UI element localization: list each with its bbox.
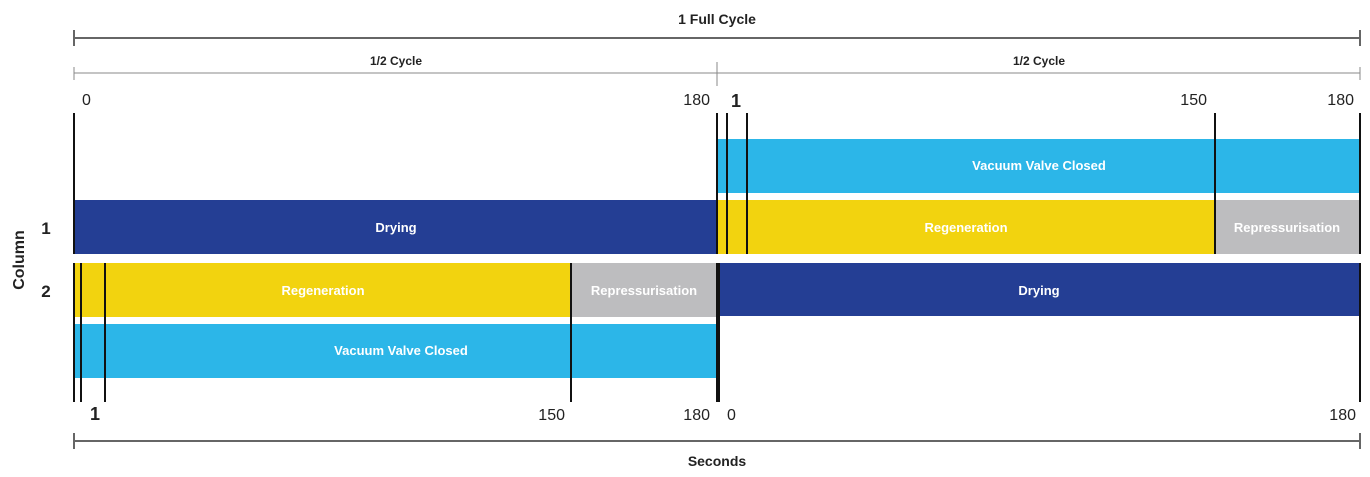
regeneration-bar-bottom	[74, 263, 571, 317]
top-tick-1: 1	[731, 91, 741, 111]
row1-marker-lines	[716, 113, 1361, 254]
regeneration-bar-top	[718, 200, 1215, 254]
top-tick-150: 150	[1180, 92, 1207, 109]
drying-bar-top	[74, 200, 718, 254]
bottom-tick-0: 0	[727, 407, 736, 424]
half-cycle-right-label: 1/2 Cycle	[1013, 54, 1065, 68]
drying-label-top: Drying	[375, 220, 416, 235]
repressurisation-bar-top	[1215, 200, 1360, 254]
full-cycle-label: 1 Full Cycle	[678, 11, 756, 27]
seconds-bracket	[73, 433, 1361, 449]
row-label-2: 2	[41, 282, 50, 301]
top-tick-180-right: 180	[1327, 92, 1354, 109]
row2-marker-lines	[73, 263, 718, 402]
repressurisation-label-bottom: Repressurisation	[591, 283, 697, 298]
regeneration-label-top: Regeneration	[924, 220, 1007, 235]
top-tick-180-left: 180	[683, 92, 710, 109]
half-cycle-bracket-left	[73, 62, 718, 86]
vacuum-valve-closed-bar-bottom	[74, 324, 717, 378]
row-label-1: 1	[41, 219, 50, 238]
bottom-tick-1: 1	[90, 404, 100, 424]
drying-label-bottom: Drying	[1018, 283, 1059, 298]
bottom-tick-180-right: 180	[1329, 407, 1356, 424]
vacuum-valve-closed-label-bottom: Vacuum Valve Closed	[334, 343, 468, 358]
repressurisation-label-top: Repressurisation	[1234, 220, 1340, 235]
bottom-tick-180-left: 180	[683, 407, 710, 424]
bottom-tick-150: 150	[538, 407, 565, 424]
full-cycle-bracket	[73, 30, 1361, 46]
vacuum-valve-closed-bar-top	[718, 139, 1360, 193]
y-axis-title: Column	[11, 230, 28, 290]
half-cycle-left-label: 1/2 Cycle	[370, 54, 422, 68]
vacuum-valve-closed-label-top: Vacuum Valve Closed	[972, 158, 1106, 173]
x-axis-title: Seconds	[688, 453, 747, 469]
half-cycle-bracket-right	[717, 67, 1361, 80]
drying-bar-bottom	[718, 263, 1360, 316]
top-tick-0: 0	[82, 92, 91, 109]
repressurisation-bar-bottom	[571, 263, 717, 317]
regeneration-label-bottom: Regeneration	[281, 283, 364, 298]
